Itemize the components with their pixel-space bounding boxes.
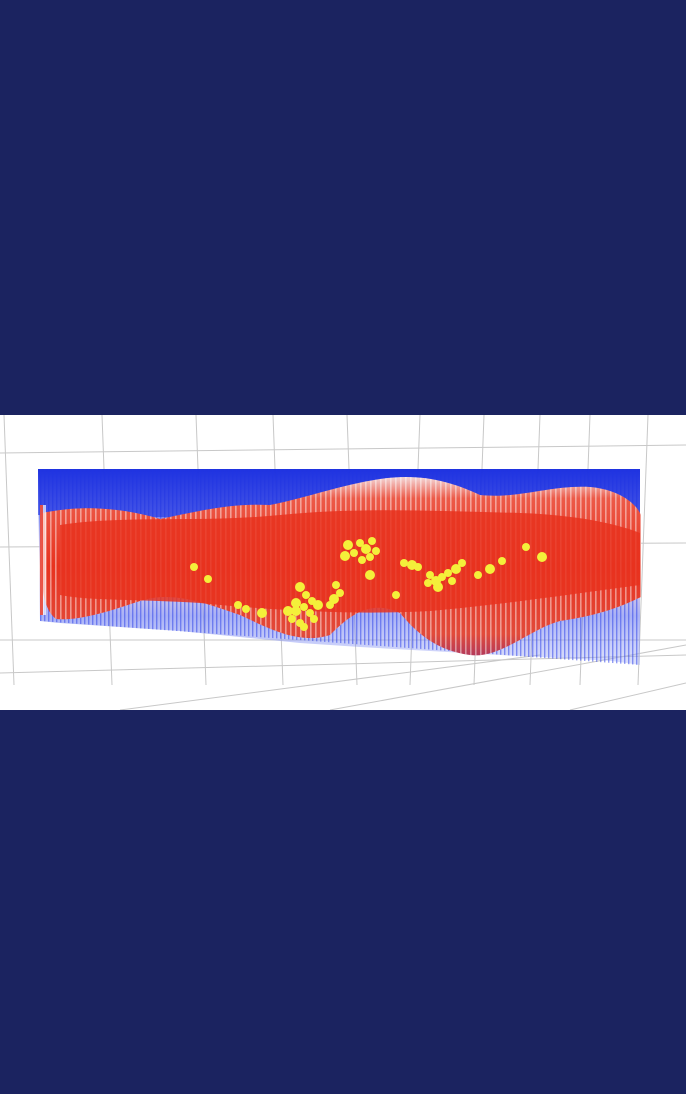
data-point [300, 603, 308, 611]
data-point [361, 544, 371, 554]
data-point [242, 605, 250, 613]
data-point [356, 539, 364, 547]
data-point [458, 559, 466, 567]
high-value-core [40, 476, 641, 656]
data-point [313, 600, 323, 610]
data-point [332, 581, 340, 589]
data-point [234, 601, 242, 609]
data-point [372, 547, 380, 555]
data-point [498, 557, 506, 565]
point-cloud [190, 537, 547, 631]
data-point [283, 606, 293, 616]
data-point [326, 601, 334, 609]
data-point [291, 598, 301, 608]
grid-horizontal-line [0, 444, 686, 454]
data-point [204, 575, 212, 583]
data-point [336, 589, 344, 597]
data-point [340, 551, 350, 561]
visualization-canvas[interactable] [0, 415, 686, 710]
data-point [343, 540, 353, 550]
data-point [400, 559, 408, 567]
data-point [257, 608, 267, 618]
data-point [366, 553, 374, 561]
data-point [310, 615, 318, 623]
data-point [302, 591, 310, 599]
data-point [444, 569, 452, 577]
data-point [537, 552, 547, 562]
data-point [291, 606, 301, 616]
data-point [365, 570, 375, 580]
data-point [426, 571, 434, 579]
grid-vertical-line [3, 415, 15, 686]
data-point [350, 549, 358, 557]
data-point [474, 571, 482, 579]
data-point [451, 564, 461, 574]
data-point [190, 563, 198, 571]
data-point [368, 537, 376, 545]
data-point [448, 577, 456, 585]
grid-floor-line [569, 682, 686, 710]
data-point [358, 556, 366, 564]
data-point [306, 609, 314, 617]
data-point [414, 563, 422, 571]
bottom-letterbox [0, 710, 686, 1094]
data-point [485, 564, 495, 574]
data-point [295, 582, 305, 592]
data-point [288, 615, 296, 623]
top-letterbox [0, 0, 686, 415]
grid-floor-line [119, 654, 541, 710]
data-point [433, 582, 443, 592]
data-point [392, 591, 400, 599]
volume-render-svg [0, 415, 686, 710]
data-point [438, 573, 446, 581]
data-point [300, 623, 308, 631]
data-point [522, 543, 530, 551]
data-point [424, 579, 432, 587]
